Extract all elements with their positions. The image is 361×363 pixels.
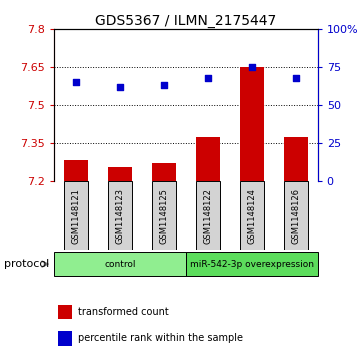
Bar bbox=[284, 181, 308, 250]
Text: GSM1148125: GSM1148125 bbox=[160, 188, 169, 244]
Bar bbox=[240, 66, 264, 181]
Point bbox=[117, 84, 123, 90]
Point bbox=[249, 64, 255, 70]
Bar bbox=[196, 137, 220, 181]
Text: GSM1148121: GSM1148121 bbox=[71, 188, 81, 244]
Bar bbox=[64, 160, 88, 181]
Bar bbox=[240, 181, 264, 250]
Text: GSM1148124: GSM1148124 bbox=[247, 188, 256, 244]
Bar bbox=[284, 137, 308, 181]
Bar bbox=[196, 181, 220, 250]
Point bbox=[205, 75, 211, 81]
Title: GDS5367 / ILMN_2175447: GDS5367 / ILMN_2175447 bbox=[95, 14, 277, 28]
Text: miR-542-3p overexpression: miR-542-3p overexpression bbox=[190, 260, 314, 269]
Text: GSM1148123: GSM1148123 bbox=[116, 188, 125, 244]
Point bbox=[161, 82, 167, 88]
Text: control: control bbox=[104, 260, 136, 269]
Bar bbox=[108, 181, 132, 250]
Bar bbox=[108, 167, 132, 181]
Bar bbox=[64, 181, 88, 250]
Bar bbox=[152, 163, 176, 181]
Text: GSM1148126: GSM1148126 bbox=[291, 188, 300, 244]
Point bbox=[293, 75, 299, 81]
Text: GSM1148122: GSM1148122 bbox=[203, 188, 212, 244]
Text: percentile rank within the sample: percentile rank within the sample bbox=[78, 333, 243, 343]
Bar bbox=[152, 181, 176, 250]
Point bbox=[73, 79, 79, 85]
Text: transformed count: transformed count bbox=[78, 307, 168, 317]
Text: protocol: protocol bbox=[4, 259, 49, 269]
